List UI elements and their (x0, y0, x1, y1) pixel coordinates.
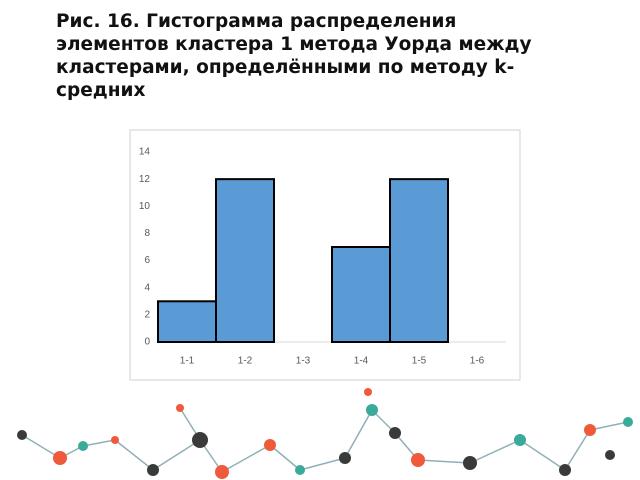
bar (331, 246, 391, 343)
y-tick-label: 14 (139, 147, 151, 158)
y-tick-label: 0 (144, 337, 150, 348)
x-tick-label: 1-3 (296, 356, 311, 367)
chart-title: Рис. 16. Гистограмма распределения элеме… (56, 11, 532, 101)
decoration-nodes (17, 388, 633, 479)
bar (215, 178, 275, 343)
x-tick-label: 1-4 (354, 356, 369, 367)
bar (157, 300, 217, 343)
x-tick-label: 1-6 (470, 356, 485, 367)
x-tick-label: 1-2 (238, 356, 253, 367)
x-tick-label: 1-1 (180, 356, 195, 367)
y-tick-label: 12 (139, 174, 151, 185)
bar (389, 178, 449, 343)
y-tick-label: 8 (144, 228, 150, 239)
y-tick-label: 10 (139, 201, 151, 212)
y-tick-label: 4 (144, 282, 150, 293)
y-tick-label: 2 (144, 309, 150, 320)
x-tick-label: 1-5 (412, 356, 427, 367)
y-tick-label: 6 (144, 255, 150, 266)
